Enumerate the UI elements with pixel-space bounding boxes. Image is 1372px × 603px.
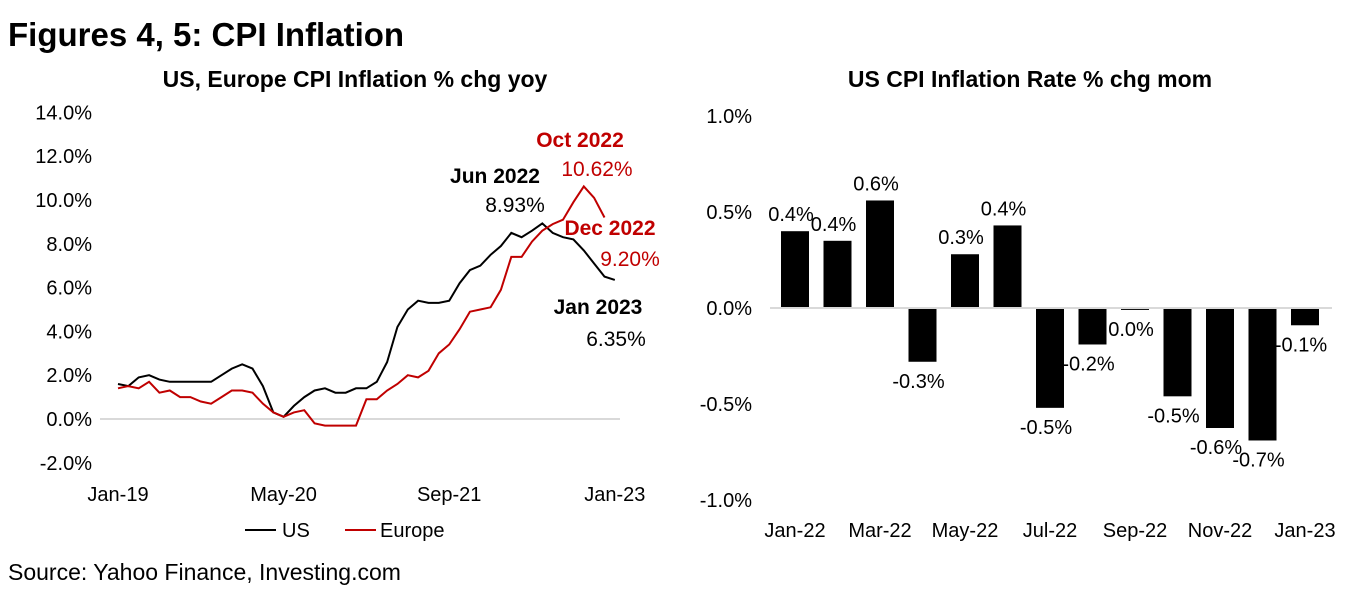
x-tick-label: May-22	[932, 520, 999, 542]
bar-mar-22	[866, 200, 894, 308]
x-tick-label: May-20	[250, 484, 317, 506]
data-label: -0.6%	[1190, 437, 1242, 459]
bar-aug-22	[1078, 308, 1107, 345]
source-note: Source: Yahoo Finance, Investing.com	[8, 559, 401, 585]
y-tick-label: 0.0%	[706, 298, 752, 320]
annotation-label: Jun 2022	[450, 165, 540, 188]
y-tick-label: -1.0%	[700, 490, 752, 512]
x-tick-label: Jan-19	[87, 484, 148, 506]
bar-jun-22	[993, 225, 1022, 308]
x-tick-label: Sep-21	[417, 484, 482, 506]
annotation-value: 6.35%	[586, 328, 646, 351]
y-tick-label: 4.0%	[46, 321, 92, 343]
series-line-europe	[117, 184, 606, 427]
annotation-label: Oct 2022	[536, 129, 624, 152]
bar-oct-22	[1163, 308, 1192, 397]
legend-label-us: US	[282, 520, 310, 542]
y-tick-label: 10.0%	[35, 190, 92, 212]
bar-jul-22	[1036, 308, 1064, 408]
y-tick-label: 12.0%	[35, 146, 92, 168]
left-chart: 14.0% 12.0% 10.0% 8.0% 6.0% 4.0% 2.0% 0.0% -2.0%…	[35, 102, 659, 542]
bar-nov-22	[1206, 308, 1234, 428]
bar-may-22	[951, 254, 979, 308]
data-label: -0.5%	[1020, 417, 1072, 439]
y-tick-label: 0.0%	[46, 409, 92, 431]
data-label: -0.3%	[892, 371, 944, 393]
bar-jan-23	[1291, 308, 1319, 326]
x-tick-label: Sep-22	[1103, 520, 1168, 542]
annotation-label: Dec 2022	[564, 217, 655, 240]
right-chart: 1.0%0.5%0.0%-0.5%-1.0%0.4%0.4%0.6%-0.3%0…	[700, 106, 1336, 542]
annotation-value: 8.93%	[485, 194, 545, 217]
legend-label-europe: Europe	[380, 520, 445, 542]
data-label: 0.4%	[811, 214, 857, 236]
x-tick-label: Mar-22	[848, 520, 911, 542]
bar-dec-22	[1248, 308, 1277, 441]
y-tick-label: 14.0%	[35, 102, 92, 124]
annotation-value: 10.62%	[561, 158, 632, 181]
data-label: -0.2%	[1062, 353, 1114, 375]
y-tick-label: 1.0%	[706, 106, 752, 128]
data-label: 0.6%	[853, 173, 899, 195]
bar-feb-22	[823, 240, 852, 308]
annotation-label: Jan 2023	[554, 296, 643, 319]
data-label: 0.4%	[981, 198, 1027, 220]
x-tick-label: Jan-23	[584, 484, 645, 506]
x-tick-label: Jan-22	[764, 520, 825, 542]
x-tick-label: Nov-22	[1188, 520, 1252, 542]
y-tick-label: 0.5%	[706, 202, 752, 224]
data-label: -0.5%	[1147, 405, 1199, 427]
y-tick-label: -0.5%	[700, 394, 752, 416]
y-tick-label: -2.0%	[40, 453, 92, 475]
bar-apr-22	[908, 308, 937, 362]
data-label: 0.4%	[768, 204, 814, 226]
x-tick-label: Jul-22	[1023, 520, 1077, 542]
data-label: -0.1%	[1275, 334, 1327, 356]
left-chart-title: US, Europe CPI Inflation % chg yoy	[163, 66, 548, 92]
data-label: 0.0%	[1108, 319, 1154, 341]
y-tick-label: 8.0%	[46, 234, 92, 256]
x-tick-label: Jan-23	[1274, 520, 1335, 542]
bar-jan-22	[781, 231, 809, 308]
figure-title: Figures 4, 5: CPI Inflation	[8, 16, 404, 53]
data-label: 0.3%	[938, 227, 984, 249]
y-tick-label: 6.0%	[46, 278, 92, 300]
y-tick-label: 2.0%	[46, 365, 92, 387]
data-label: -0.7%	[1232, 449, 1284, 471]
right-chart-title: US CPI Inflation Rate % chg mom	[848, 66, 1212, 92]
series-line-us	[117, 222, 616, 418]
annotation-value: 9.20%	[600, 248, 660, 271]
